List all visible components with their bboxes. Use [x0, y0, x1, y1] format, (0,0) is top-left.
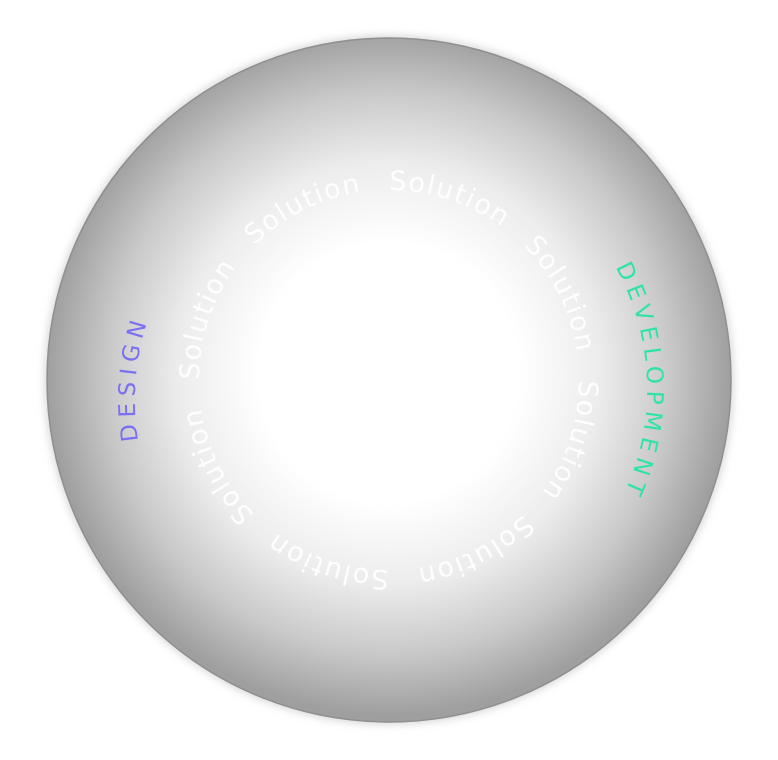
sphere-body [46, 37, 732, 723]
